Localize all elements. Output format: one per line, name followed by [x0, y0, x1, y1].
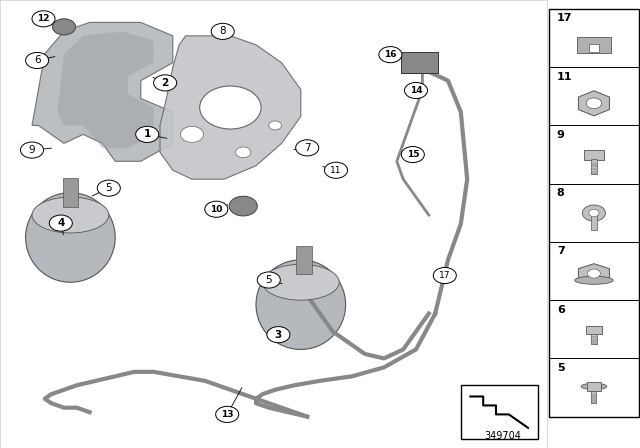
FancyBboxPatch shape	[401, 52, 438, 73]
Circle shape	[154, 75, 177, 91]
Text: 7: 7	[304, 143, 310, 153]
Circle shape	[52, 19, 76, 35]
Polygon shape	[579, 264, 609, 284]
Circle shape	[49, 215, 72, 231]
Text: 5: 5	[266, 275, 272, 285]
Circle shape	[379, 47, 402, 63]
Text: 11: 11	[557, 72, 572, 82]
Ellipse shape	[56, 29, 72, 34]
FancyBboxPatch shape	[461, 385, 538, 439]
Text: 1: 1	[143, 129, 151, 139]
Ellipse shape	[256, 260, 346, 349]
Circle shape	[269, 121, 282, 130]
FancyBboxPatch shape	[589, 44, 599, 52]
Circle shape	[200, 86, 261, 129]
Text: 6: 6	[34, 56, 40, 65]
Ellipse shape	[26, 193, 115, 282]
Text: 17: 17	[439, 271, 451, 280]
Circle shape	[205, 201, 228, 217]
Circle shape	[229, 196, 257, 216]
Circle shape	[97, 180, 120, 196]
Text: 14: 14	[410, 86, 422, 95]
Text: 349704: 349704	[484, 431, 521, 441]
Text: 10: 10	[210, 205, 223, 214]
Text: 4: 4	[57, 218, 65, 228]
Text: 8: 8	[220, 26, 226, 36]
FancyBboxPatch shape	[591, 334, 597, 345]
FancyBboxPatch shape	[587, 383, 601, 392]
FancyBboxPatch shape	[549, 9, 639, 417]
Text: 2: 2	[161, 78, 169, 88]
Text: 13: 13	[221, 410, 234, 419]
Circle shape	[26, 52, 49, 69]
Circle shape	[236, 147, 251, 158]
Polygon shape	[58, 31, 154, 148]
Circle shape	[433, 267, 456, 284]
Circle shape	[589, 210, 599, 217]
Ellipse shape	[262, 264, 339, 300]
Polygon shape	[579, 91, 609, 116]
Text: 11: 11	[330, 166, 342, 175]
Text: 9: 9	[557, 130, 564, 140]
FancyBboxPatch shape	[591, 391, 596, 404]
Circle shape	[267, 327, 290, 343]
Text: 6: 6	[557, 305, 564, 314]
Text: 9: 9	[29, 145, 35, 155]
Circle shape	[20, 142, 44, 158]
Circle shape	[211, 23, 234, 39]
Text: 5: 5	[557, 363, 564, 373]
Text: 5: 5	[106, 183, 112, 193]
Circle shape	[588, 269, 600, 278]
FancyBboxPatch shape	[591, 213, 597, 230]
Text: 16: 16	[384, 50, 397, 59]
FancyBboxPatch shape	[586, 326, 602, 335]
Circle shape	[401, 146, 424, 163]
Circle shape	[296, 140, 319, 156]
Polygon shape	[32, 22, 173, 161]
FancyBboxPatch shape	[577, 38, 611, 53]
Text: 3: 3	[275, 330, 282, 340]
Ellipse shape	[581, 383, 607, 390]
Circle shape	[216, 406, 239, 422]
Circle shape	[586, 98, 602, 109]
FancyBboxPatch shape	[296, 246, 312, 274]
FancyBboxPatch shape	[0, 0, 547, 448]
Ellipse shape	[575, 276, 613, 284]
Circle shape	[582, 205, 605, 221]
FancyBboxPatch shape	[63, 178, 78, 207]
Text: 12: 12	[37, 14, 50, 23]
Circle shape	[32, 11, 55, 27]
Text: 8: 8	[557, 188, 564, 198]
Ellipse shape	[32, 197, 109, 233]
Circle shape	[180, 126, 204, 142]
Circle shape	[257, 272, 280, 288]
Polygon shape	[160, 36, 301, 179]
Text: 17: 17	[557, 13, 572, 23]
Circle shape	[404, 82, 428, 99]
Circle shape	[136, 126, 159, 142]
Text: 15: 15	[406, 150, 419, 159]
Text: 7: 7	[557, 246, 564, 256]
Circle shape	[324, 162, 348, 178]
FancyBboxPatch shape	[591, 159, 597, 174]
FancyBboxPatch shape	[584, 150, 604, 160]
